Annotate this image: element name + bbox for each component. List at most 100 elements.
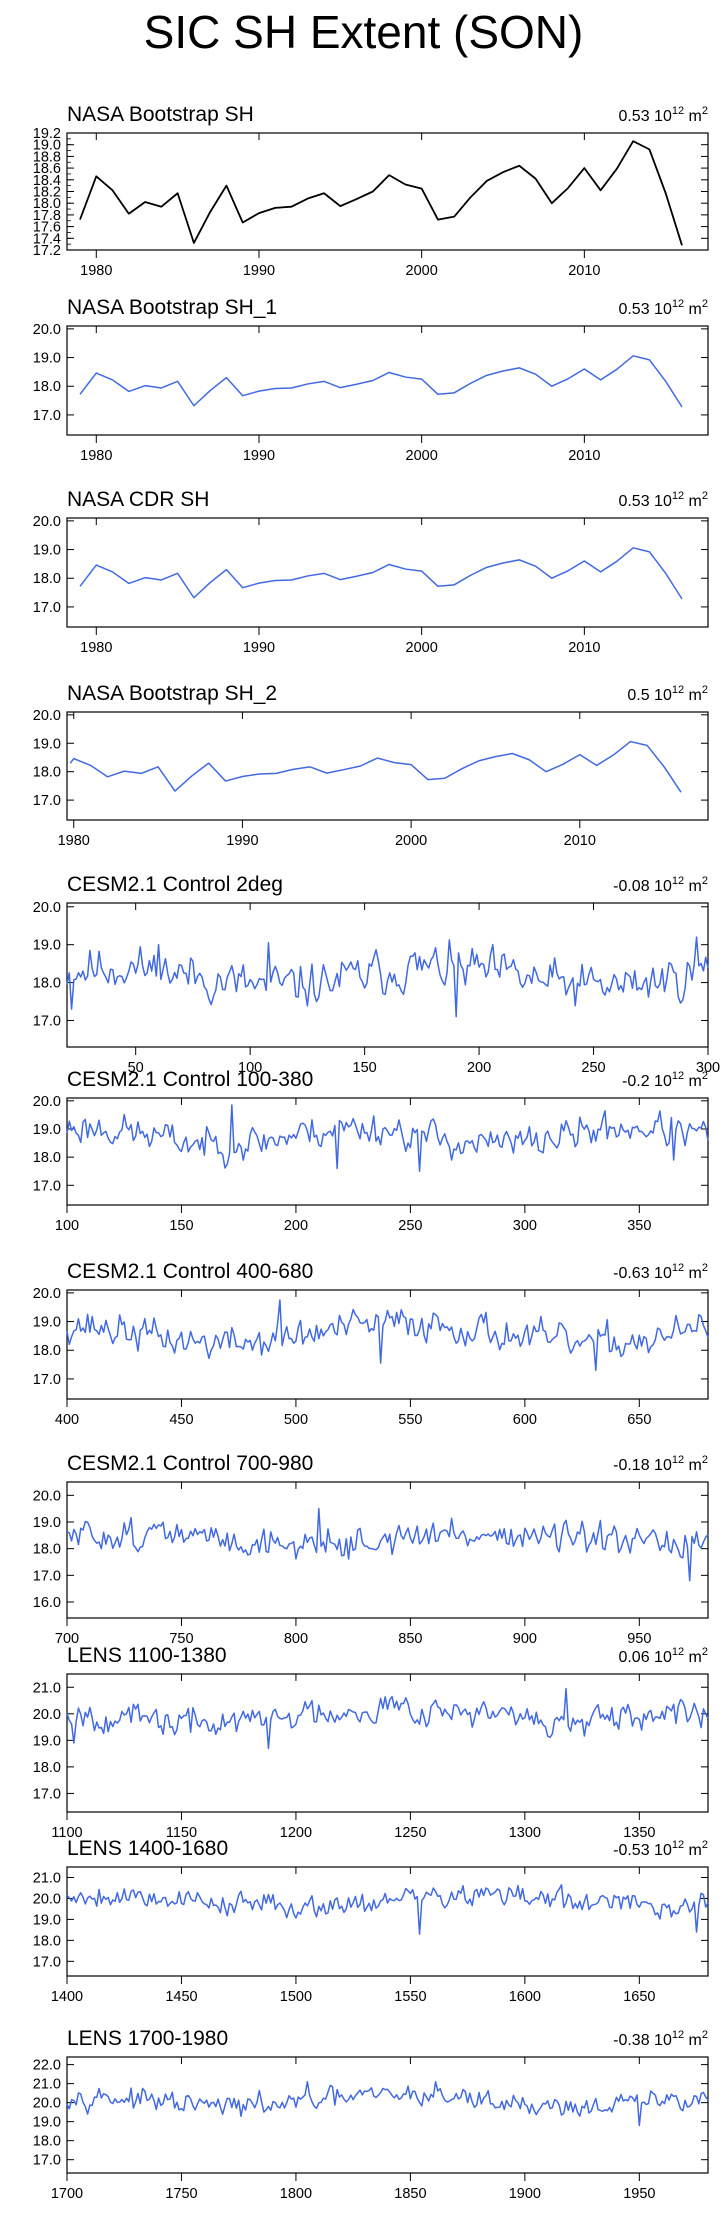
plot-frame — [66, 1289, 709, 1400]
x-tick-label: 1990 — [243, 448, 275, 464]
panel-title: CESM2.1 Control 700-980 — [67, 1452, 313, 1475]
panel-9: LENS 1100-1380 0.06 1012 m217.018.019.020… — [33, 1644, 709, 1841]
x-tick-label: 2000 — [395, 833, 427, 849]
y-tick-label: 18.0 — [33, 196, 61, 212]
x-tick-label: 1350 — [623, 1825, 655, 1841]
x-tick-label: 1980 — [80, 263, 112, 279]
y-tick-label: 18.0 — [33, 765, 61, 781]
trend-unit: m — [684, 1649, 702, 1666]
x-tick-label: 1400 — [51, 1989, 83, 2005]
x-tick-label: 1550 — [394, 1989, 426, 2005]
y-tick-label: 21.0 — [33, 1870, 61, 1886]
trend-exponent: 12 — [672, 1839, 684, 1851]
trend-unit: m — [684, 1073, 702, 1090]
trend-unit: m — [684, 1265, 702, 1282]
x-tick-label: 300 — [696, 1060, 720, 1076]
x-tick-label: 1450 — [165, 1989, 197, 2005]
x-tick-label: 300 — [513, 1218, 537, 1234]
x-tick-label: 1100 — [51, 1825, 82, 1841]
trend-unit: m — [684, 301, 702, 318]
y-tick-label: 18.0 — [33, 1150, 61, 1166]
plot-frame — [66, 1481, 709, 1619]
trend-exponent: 12 — [672, 875, 684, 887]
x-tick-label: 150 — [353, 1060, 377, 1076]
trend-label: -0.63 1012 m2 — [613, 1262, 708, 1282]
x-tick-label: 1650 — [623, 1989, 655, 2005]
series-line — [66, 1104, 709, 1172]
trend-unit-exponent: 2 — [702, 1646, 708, 1658]
panel-title: LENS 1100-1380 — [67, 1644, 227, 1667]
trend-value: -0.08 10 — [613, 878, 672, 895]
x-tick-label: 1500 — [280, 1989, 312, 2005]
y-tick-label: 18.2 — [33, 185, 61, 201]
trend-label: 0.53 1012 m2 — [618, 490, 708, 510]
trend-exponent: 12 — [672, 2029, 684, 2041]
trend-value: -0.53 10 — [613, 1842, 672, 1859]
y-tick-label: 19.0 — [33, 1122, 61, 1138]
panel-title: NASA Bootstrap SH_2 — [67, 682, 277, 705]
x-tick-label: 1200 — [280, 1825, 312, 1841]
x-tick-label: 750 — [169, 1631, 193, 1647]
y-tick-label: 18.8 — [33, 149, 61, 165]
series-line — [66, 1687, 709, 1750]
y-tick-label: 20.0 — [33, 708, 61, 724]
trend-unit-exponent: 2 — [702, 1454, 708, 1466]
x-tick-label: 950 — [627, 1631, 651, 1647]
x-tick-label: 1750 — [165, 2186, 197, 2202]
y-tick-label: 18.0 — [33, 1542, 61, 1558]
y-tick-label: 18.0 — [33, 2134, 61, 2150]
series-line — [66, 1507, 709, 1582]
plot-frame — [66, 711, 709, 821]
y-tick-label: 19.0 — [33, 1515, 61, 1531]
trend-unit-exponent: 2 — [702, 1070, 708, 1082]
y-tick-label: 19.0 — [33, 2115, 61, 2131]
y-tick-label: 19.0 — [33, 1315, 61, 1331]
panel-title: CESM2.1 Control 100-380 — [67, 1068, 313, 1091]
y-tick-label: 18.0 — [33, 1933, 61, 1949]
y-tick-label: 20.0 — [33, 900, 61, 916]
panel-8: CESM2.1 Control 700-980 -0.18 1012 m2 16.0… — [33, 1452, 709, 1647]
trend-exponent: 12 — [672, 490, 684, 502]
trend-value: 0.53 10 — [618, 301, 671, 318]
y-tick-label: 20.0 — [33, 1094, 61, 1110]
plot-frame — [66, 2056, 709, 2174]
trend-label: -0.2 1012 m2 — [622, 1070, 708, 1090]
trend-label: 0.06 1012 m2 — [618, 1646, 708, 1666]
plot-frame — [66, 517, 709, 628]
trend-unit-exponent: 2 — [702, 875, 708, 887]
series-line — [69, 740, 682, 793]
trend-unit: m — [684, 2032, 702, 2049]
y-tick-label: 19.0 — [33, 351, 61, 367]
panel-4: NASA Bootstrap SH_2 0.5 1012 m2 17.0 18.0 19… — [33, 682, 709, 849]
plot-frame — [66, 902, 709, 1048]
y-tick-label: 20.0 — [33, 514, 61, 530]
y-tick-label: 19.2 — [33, 126, 61, 142]
trend-unit: m — [684, 878, 702, 895]
x-tick-label: 2010 — [568, 263, 600, 279]
panel-1: NASA Bootstrap SH 0.53 1012 m217.217.417.… — [33, 103, 709, 279]
x-tick-label: 200 — [467, 1060, 491, 1076]
panel-3: NASA CDR SH 0.53 1012 m2 17.0 18.0 19.0 20.0 1… — [33, 488, 709, 656]
y-tick-label: 20.0 — [33, 1707, 61, 1723]
trend-exponent: 12 — [672, 105, 684, 117]
figure-title: SIC SH Extent (SON) — [143, 6, 584, 58]
y-tick-label: 18.4 — [33, 173, 61, 189]
y-tick-label: 19.0 — [33, 138, 61, 154]
x-tick-label: 100 — [55, 1218, 79, 1234]
x-tick-label: 150 — [169, 1218, 193, 1234]
x-tick-label: 2010 — [564, 833, 596, 849]
trend-value: -0.2 10 — [622, 1073, 672, 1090]
panel-title: LENS 1700-1980 — [67, 2027, 228, 2050]
plot-frame — [66, 325, 709, 436]
y-tick-label: 17.0 — [33, 1013, 61, 1029]
trend-exponent: 12 — [672, 1646, 684, 1658]
trend-unit: m — [684, 493, 702, 510]
trend-unit: m — [684, 687, 702, 704]
trend-unit: m — [684, 108, 702, 125]
y-tick-label: 21.0 — [33, 1680, 61, 1696]
trend-label: 0.53 1012 m2 — [618, 298, 708, 318]
x-tick-label: 250 — [398, 1218, 422, 1234]
y-tick-label: 19.0 — [33, 1733, 61, 1749]
x-tick-label: 50 — [128, 1060, 144, 1076]
x-tick-label: 1700 — [51, 2186, 83, 2202]
